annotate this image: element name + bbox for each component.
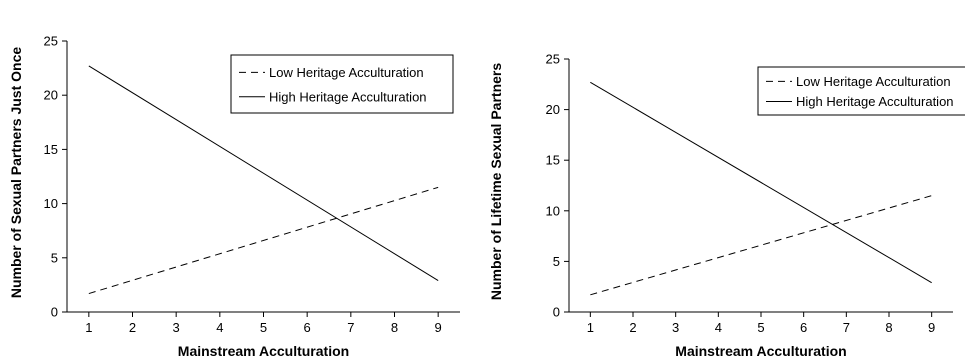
y-tick-label: 0 [51,305,58,320]
legend-label: High Heritage Acculturation [269,89,427,104]
y-tick-label: 10 [546,203,560,218]
x-tick-label: 8 [885,320,892,335]
y-tick-label: 5 [553,254,560,269]
series-line-high-heritage [88,65,439,281]
x-axis-title: Mainstream Acculturation [178,343,349,359]
x-tick-label: 7 [843,320,850,335]
y-tick-label: 15 [546,153,560,168]
line-chart-right: 0 5 10 15 20 25 1 2 3 4 5 6 7 8 9 Mainstream Acculturat… [488,52,965,359]
x-tick-label: 1 [85,320,92,335]
x-tick-label: 1 [587,320,594,335]
x-tick-label: 6 [304,320,311,335]
y-tick-label: 0 [553,305,560,320]
legend-label: Low Heritage Acculturation [796,74,951,89]
x-tick-label: 4 [715,320,722,335]
x-tick-label: 9 [928,320,935,335]
line-chart-left: 0 5 10 15 20 25 1 2 3 4 5 6 7 8 9 Mainstream Acculturat… [8,34,460,359]
x-tick-label: 7 [347,320,354,335]
y-tick-label: 15 [44,142,58,157]
x-tick-label: 3 [173,320,180,335]
series-line-high-heritage [590,81,932,284]
x-tick-label: 8 [391,320,398,335]
series-line-low-heritage [590,195,932,296]
x-tick-label: 5 [757,320,764,335]
y-tick-label: 25 [44,34,58,49]
legend-box [757,66,965,116]
x-tick-label: 3 [672,320,679,335]
y-tick-label: 25 [546,52,560,67]
series-line-low-heritage [88,186,439,295]
y-tick-label: 20 [546,102,560,117]
x-tick-label: 5 [260,320,267,335]
legend-box [230,54,454,114]
x-tick-label: 2 [629,320,636,335]
y-tick-label: 5 [51,250,58,265]
x-tick-label: 9 [435,320,442,335]
chart-panel-right: 0 5 10 15 20 25 1 2 3 4 5 6 7 8 9 Mainstream Acculturat… [480,0,965,360]
y-tick-label: 20 [44,88,58,103]
chart-panel-left: 0 5 10 15 20 25 1 2 3 4 5 6 7 8 9 Mainstream Acculturat… [0,0,480,360]
x-tick-label: 6 [800,320,807,335]
y-axis-title: Number of Lifetime Sexual Partners [488,63,504,301]
legend-label: Low Heritage Acculturation [269,65,424,80]
y-tick-label: 10 [44,196,58,211]
y-axis-title: Number of Sexual Partners Just Once [8,47,24,299]
legend-label: High Heritage Acculturation [796,94,954,109]
x-axis-title: Mainstream Acculturation [675,343,846,359]
x-tick-label: 4 [216,320,223,335]
x-tick-label: 2 [129,320,136,335]
